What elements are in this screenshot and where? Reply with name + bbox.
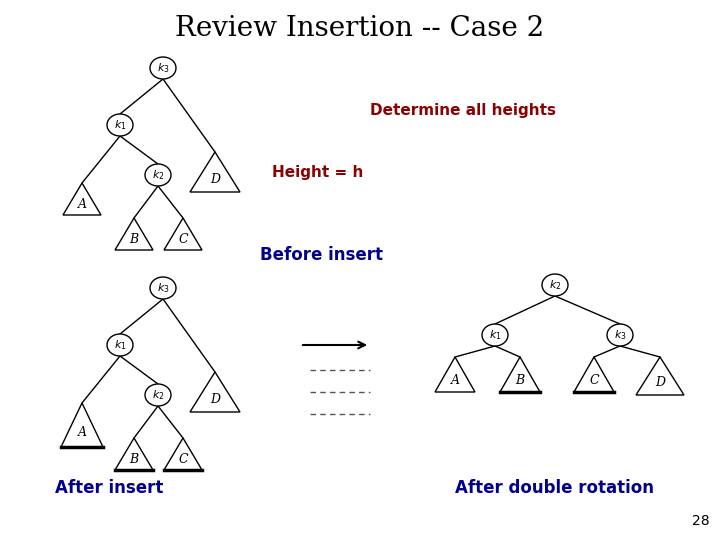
Text: After double rotation: After double rotation	[455, 479, 654, 497]
Text: $k_2$: $k_2$	[152, 388, 164, 402]
Text: B: B	[130, 233, 138, 246]
Text: Determine all heights: Determine all heights	[370, 103, 556, 118]
Text: After insert: After insert	[55, 479, 163, 497]
Ellipse shape	[150, 57, 176, 79]
Polygon shape	[115, 218, 153, 250]
Text: A: A	[451, 374, 459, 387]
Text: D: D	[655, 376, 665, 389]
Text: Before insert: Before insert	[260, 246, 383, 264]
Text: $k_1$: $k_1$	[489, 328, 501, 342]
Polygon shape	[61, 403, 103, 447]
Text: C: C	[589, 374, 599, 387]
Text: Review Insertion -- Case 2: Review Insertion -- Case 2	[176, 15, 544, 42]
Text: D: D	[210, 173, 220, 186]
Polygon shape	[636, 357, 684, 395]
Ellipse shape	[150, 277, 176, 299]
Text: 28: 28	[693, 514, 710, 528]
Text: D: D	[210, 393, 220, 406]
Text: C: C	[178, 233, 188, 246]
Ellipse shape	[145, 164, 171, 186]
Polygon shape	[164, 218, 202, 250]
Polygon shape	[164, 438, 202, 470]
Text: B: B	[130, 453, 138, 466]
Text: $k_3$: $k_3$	[157, 281, 169, 295]
Text: B: B	[516, 374, 525, 387]
Ellipse shape	[542, 274, 568, 296]
Ellipse shape	[482, 324, 508, 346]
Text: A: A	[78, 198, 86, 211]
Text: $k_2$: $k_2$	[549, 278, 562, 292]
Ellipse shape	[107, 114, 133, 136]
Polygon shape	[190, 372, 240, 412]
Polygon shape	[500, 357, 540, 392]
Polygon shape	[435, 357, 475, 392]
Ellipse shape	[145, 384, 171, 406]
Polygon shape	[63, 183, 101, 215]
Text: $k_3$: $k_3$	[613, 328, 626, 342]
Polygon shape	[115, 438, 153, 470]
Text: $k_1$: $k_1$	[114, 338, 126, 352]
Polygon shape	[574, 357, 614, 392]
Text: Height = h: Height = h	[272, 165, 364, 179]
Text: $k_2$: $k_2$	[152, 168, 164, 182]
Text: C: C	[178, 453, 188, 466]
Text: $k_1$: $k_1$	[114, 118, 126, 132]
Text: $k_3$: $k_3$	[157, 61, 169, 75]
Text: A: A	[78, 427, 86, 440]
Ellipse shape	[607, 324, 633, 346]
Polygon shape	[190, 152, 240, 192]
Ellipse shape	[107, 334, 133, 356]
